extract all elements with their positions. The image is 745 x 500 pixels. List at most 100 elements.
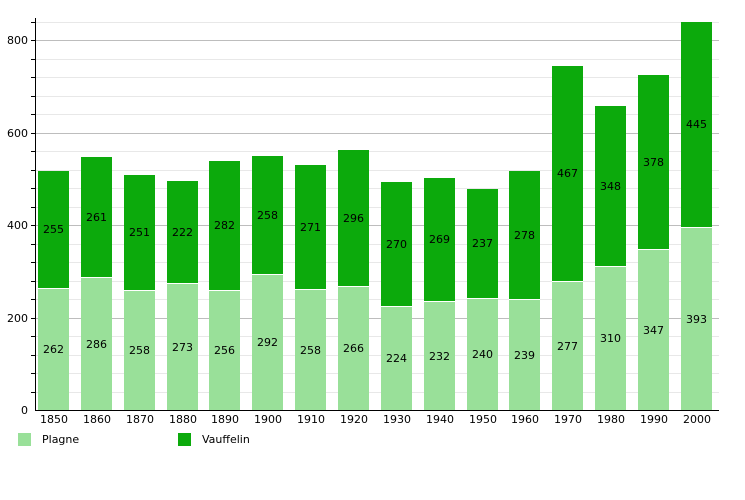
x-axis-tick-label: 2000 (683, 413, 711, 426)
bar-value-label: 261 (86, 210, 107, 224)
bar-segment-vauffelin: 237 (467, 189, 498, 299)
y-axis-tick (31, 281, 35, 282)
y-axis-tick (31, 96, 35, 97)
bar-segment-plagne: 292 (252, 275, 283, 410)
minor-gridline (36, 373, 719, 374)
legend-swatch (18, 433, 31, 446)
bar-value-label: 467 (557, 167, 578, 180)
legend-label: Vauffelin (202, 433, 250, 446)
minor-gridline (36, 299, 719, 300)
bar-1880: 222 273 (167, 181, 198, 410)
bar-value-label: 262 (43, 343, 64, 356)
bar-segment-vauffelin: 222 (167, 181, 198, 284)
bar-value-label: 348 (600, 179, 621, 193)
minor-gridline (36, 59, 719, 60)
legend-item-vauffelin: Vauffelin (178, 433, 250, 446)
y-axis-tick (31, 225, 35, 226)
bar-value-label: 258 (129, 344, 150, 357)
bar-1980: 348 310 (595, 106, 626, 410)
bar-segment-vauffelin: 269 (424, 178, 455, 302)
bar-segment-vauffelin: 261 (81, 157, 112, 278)
x-axis-tick-label: 1870 (126, 413, 154, 426)
x-axis-tick-label: 1930 (383, 413, 411, 426)
y-axis-tick-label: 400 (7, 219, 28, 232)
legend-swatch (178, 433, 191, 446)
bar-segment-plagne: 258 (295, 290, 326, 410)
x-axis-tick-label: 1990 (640, 413, 668, 426)
y-axis-tick-label: 0 (21, 404, 28, 417)
bar-value-label: 258 (257, 208, 278, 222)
major-gridline (36, 40, 719, 41)
bar-segment-vauffelin: 255 (38, 171, 69, 289)
y-axis-tick (31, 299, 35, 300)
bar-value-label: 240 (472, 348, 493, 361)
x-axis-tick-label: 1940 (426, 413, 454, 426)
bar-value-label: 310 (600, 332, 621, 345)
bar-segment-vauffelin: 278 (509, 171, 540, 300)
bar-value-label: 251 (129, 226, 150, 239)
bar-value-label: 256 (214, 344, 235, 357)
y-axis-tick-label: 600 (7, 127, 28, 140)
bar-value-label: 258 (300, 343, 321, 357)
y-axis-tick (31, 244, 35, 245)
bar-2000: 445 393 (681, 22, 712, 410)
bar-segment-vauffelin: 258 (252, 156, 283, 275)
bar-value-label: 286 (86, 337, 107, 351)
x-axis-tick-label: 1980 (597, 413, 625, 426)
bar-1870: 251 258 (124, 175, 155, 410)
y-axis-tick (31, 170, 35, 171)
bar-1910: 271 258 (295, 165, 326, 410)
minor-gridline (36, 336, 719, 337)
bar-value-label: 277 (557, 339, 578, 353)
bar-1990: 378 347 (638, 75, 669, 410)
y-axis-tick-label: 200 (7, 312, 28, 325)
bar-segment-vauffelin: 270 (381, 182, 412, 307)
x-axis-tick-label: 1880 (169, 413, 197, 426)
minor-gridline (36, 151, 719, 152)
minor-gridline (36, 392, 719, 393)
y-axis-tick (31, 77, 35, 78)
bar-segment-plagne: 310 (595, 267, 626, 410)
legend-label: Plagne (42, 433, 80, 446)
x-axis-tick-label: 1850 (40, 413, 68, 426)
bar-segment-plagne: 266 (338, 287, 369, 410)
bar-1950: 237 240 (467, 189, 498, 410)
y-axis-tick (31, 373, 35, 374)
major-gridline (36, 318, 719, 319)
bar-segment-plagne: 239 (509, 300, 540, 410)
minor-gridline (36, 355, 719, 356)
y-axis-tick (31, 59, 35, 60)
bar-segment-vauffelin: 378 (638, 75, 669, 250)
bar-value-label: 393 (686, 312, 707, 326)
y-axis-tick (31, 318, 35, 319)
bar-value-label: 378 (643, 155, 664, 169)
minor-gridline (36, 22, 719, 23)
x-axis-tick-label: 1910 (297, 413, 325, 426)
y-axis-tick (31, 355, 35, 356)
bar-segment-plagne: 286 (81, 278, 112, 410)
minor-gridline (36, 77, 719, 78)
y-axis-tick (31, 207, 35, 208)
bar-value-label: 266 (343, 342, 364, 355)
bar-1850: 255 262 (38, 171, 69, 410)
bar-segment-plagne: 240 (467, 299, 498, 410)
bar-value-label: 269 (429, 233, 450, 246)
major-gridline (36, 225, 719, 226)
bar-segment-vauffelin: 251 (124, 175, 155, 291)
bar-segment-vauffelin: 296 (338, 150, 369, 287)
bar-segment-vauffelin: 467 (552, 66, 583, 282)
bar-value-label: 347 (643, 323, 664, 337)
bar-value-label: 255 (43, 223, 64, 236)
bar-value-label: 239 (514, 348, 535, 362)
bar-value-label: 222 (172, 225, 193, 239)
minor-gridline (36, 244, 719, 245)
y-axis-tick (31, 22, 35, 23)
y-axis-tick (31, 40, 35, 41)
bar-segment-plagne: 347 (638, 250, 669, 410)
x-axis-tick-label: 1860 (83, 413, 111, 426)
y-axis-tick (31, 392, 35, 393)
minor-gridline (36, 96, 719, 97)
bar-1930: 270 224 (381, 182, 412, 410)
bar-value-label: 278 (514, 228, 535, 242)
